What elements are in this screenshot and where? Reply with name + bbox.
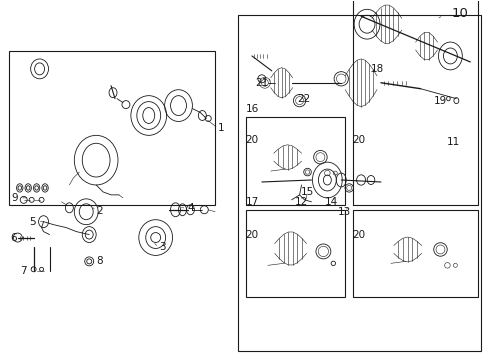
- Text: 9: 9: [11, 193, 18, 203]
- Text: 10: 10: [451, 7, 468, 20]
- Text: 13: 13: [337, 207, 350, 217]
- Text: 21: 21: [255, 78, 268, 88]
- Text: 17: 17: [245, 197, 258, 207]
- Text: 7: 7: [20, 266, 27, 276]
- Text: 12: 12: [294, 197, 307, 207]
- Text: 15: 15: [300, 187, 313, 197]
- Text: 3: 3: [159, 243, 165, 252]
- Text: 11: 11: [446, 137, 459, 147]
- Text: 18: 18: [369, 64, 383, 74]
- Bar: [352, 210, 477, 297]
- Text: 6: 6: [10, 233, 17, 243]
- Text: 19: 19: [433, 96, 446, 105]
- Text: 20: 20: [352, 230, 365, 239]
- Text: 1: 1: [218, 123, 224, 134]
- Text: 2: 2: [96, 206, 102, 216]
- Bar: [245, 210, 345, 297]
- Text: 16: 16: [245, 104, 258, 113]
- Text: 20: 20: [245, 230, 258, 239]
- Text: 5: 5: [29, 217, 36, 227]
- Text: 8: 8: [96, 256, 102, 266]
- Text: 14: 14: [324, 197, 337, 207]
- Bar: [9, 51, 215, 205]
- Bar: [352, 0, 477, 205]
- Text: 4: 4: [187, 203, 193, 213]
- Bar: [245, 117, 345, 205]
- Bar: [238, 15, 480, 351]
- Text: 20: 20: [352, 135, 365, 145]
- Text: 20: 20: [245, 135, 258, 145]
- Text: 22: 22: [296, 94, 309, 104]
